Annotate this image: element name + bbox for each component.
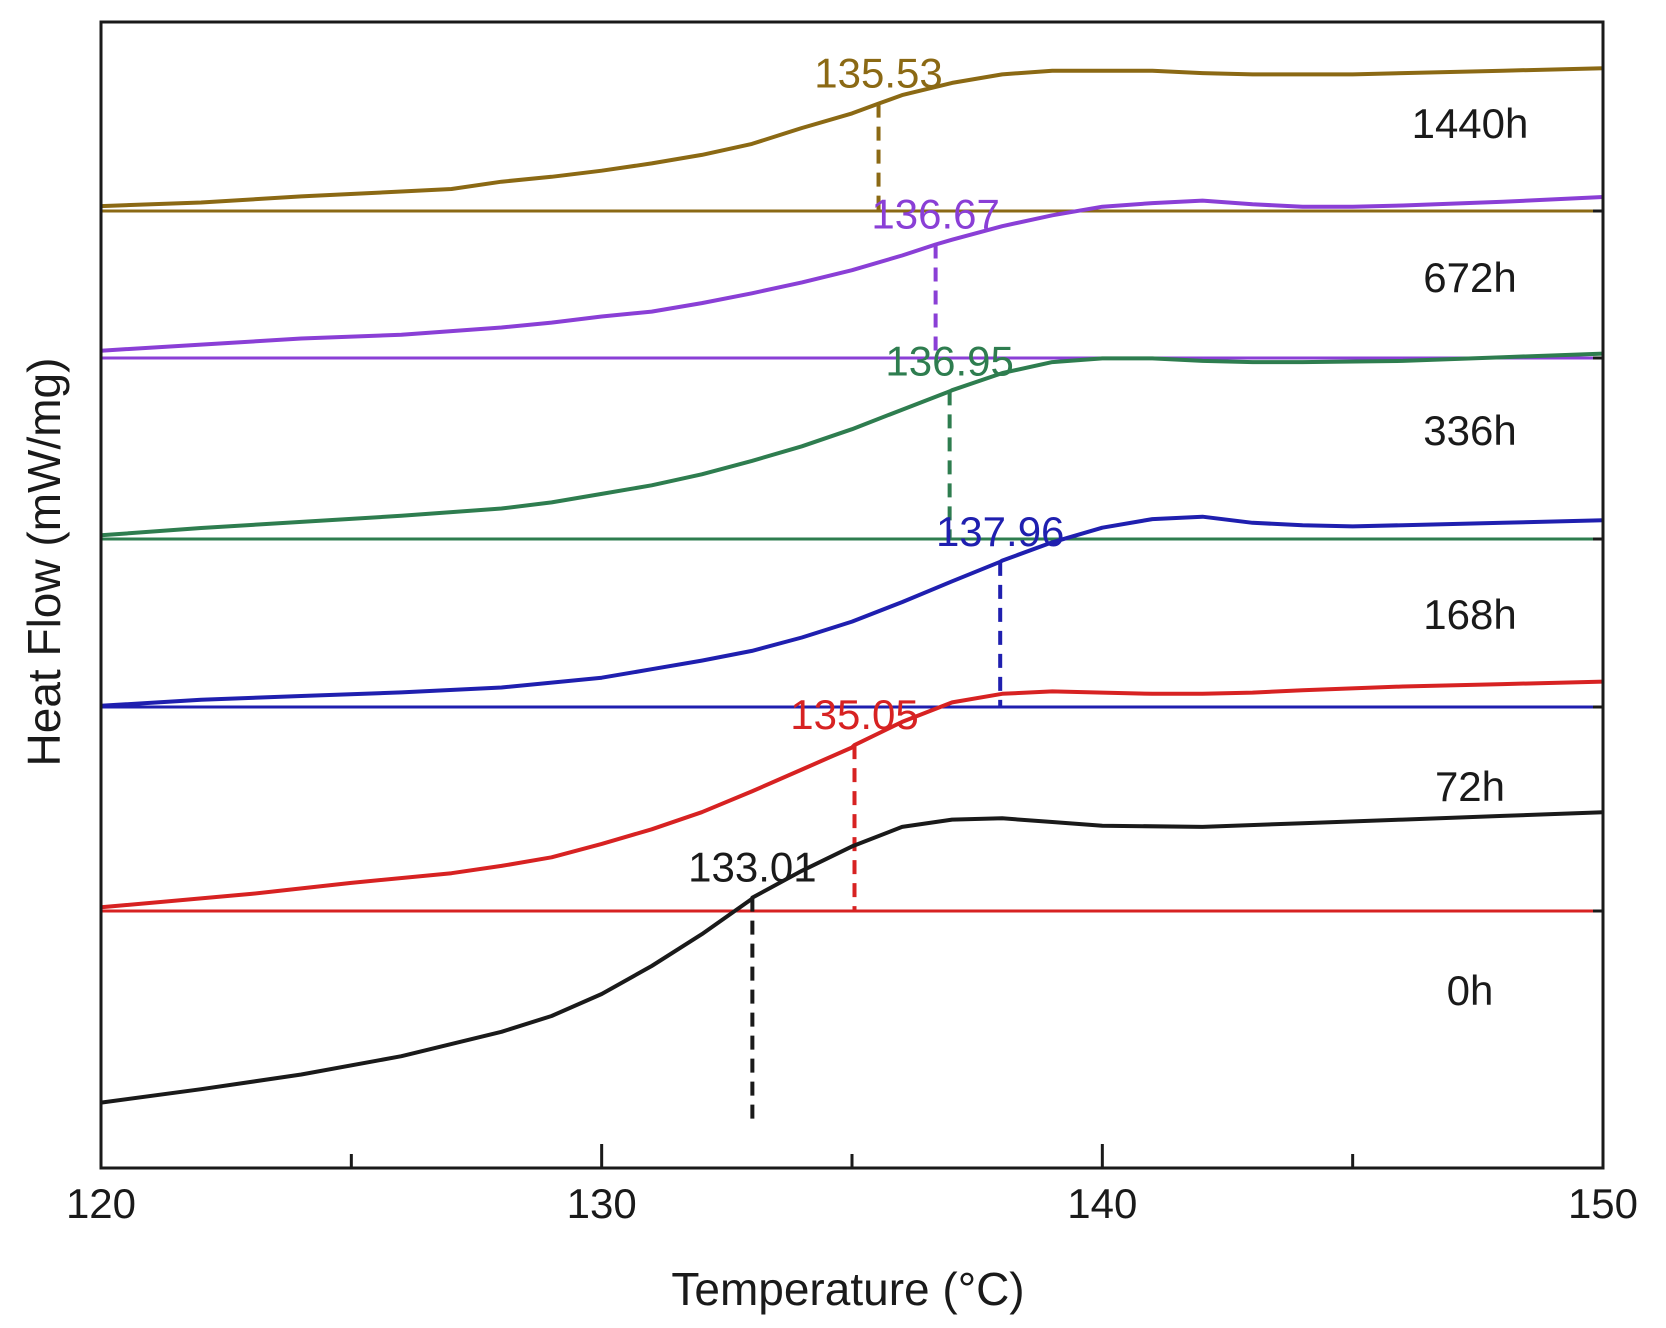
series-label-336h: 336h (1423, 407, 1516, 454)
series-label-0h: 0h (1447, 967, 1494, 1014)
x-tick-label: 120 (66, 1180, 136, 1227)
y-axis-title: Heat Flow (mW/mg) (18, 358, 70, 767)
series-336h: 136.95 336h (100, 337, 1604, 541)
series-label-1440h: 1440h (1412, 100, 1529, 147)
curve-336h (100, 351, 1604, 538)
curve-1440h (100, 66, 1604, 209)
series-72h: 135.05 72h (100, 679, 1604, 913)
x-tick-label: 150 (1568, 1180, 1638, 1227)
tg-label-1440h: 135.53 (814, 50, 942, 97)
series-1440h: 135.53 1440h (100, 50, 1604, 213)
axes: 120 130 140 150 (66, 20, 1638, 1227)
series-0h: 133.01 0h (100, 810, 1604, 1127)
curve-672h (100, 195, 1604, 353)
curve-168h (100, 514, 1604, 708)
curve-0h (100, 810, 1604, 1105)
tg-label-72h: 135.05 (790, 691, 918, 738)
tg-label-0h: 133.01 (688, 844, 816, 891)
x-axis-title: Temperature (°C) (671, 1263, 1024, 1315)
tg-label-168h: 137.96 (936, 508, 1064, 555)
tg-label-672h: 136.67 (871, 191, 999, 238)
x-tick-label: 140 (1067, 1180, 1137, 1227)
series-672h: 136.67 672h (100, 191, 1604, 360)
series-168h: 137.96 168h (100, 508, 1604, 709)
series-label-72h: 72h (1435, 763, 1505, 810)
series-label-168h: 168h (1423, 591, 1516, 638)
series-label-672h: 672h (1423, 254, 1516, 301)
plot-area: 135.53 1440h 136.67 672h 136.95 336h 137.96 168… (100, 50, 1604, 1127)
x-tick-label: 130 (567, 1180, 637, 1227)
tg-label-336h: 136.95 (885, 337, 1013, 384)
